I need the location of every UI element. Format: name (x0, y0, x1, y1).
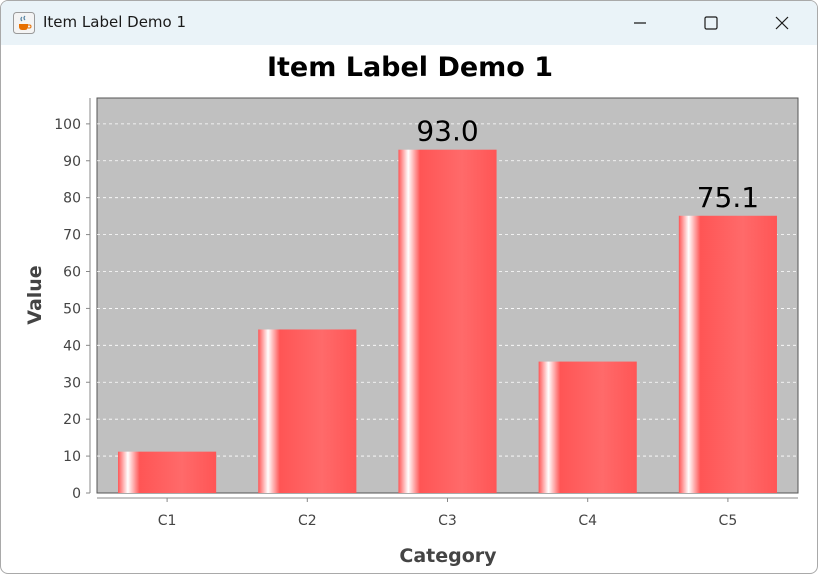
item-label-c5: 75.1 (697, 181, 759, 214)
x-tick-label: C1 (158, 513, 177, 529)
y-tick-label: 50 (63, 301, 81, 317)
y-tick-label: 0 (72, 486, 81, 502)
x-tick-label: C5 (719, 513, 738, 529)
y-tick-label: 20 (63, 412, 81, 428)
minimize-icon (634, 22, 646, 24)
bar-c3 (398, 149, 497, 493)
y-tick-label: 60 (63, 265, 81, 281)
x-tick-label: C4 (578, 513, 597, 529)
y-tick-label: 70 (63, 228, 81, 244)
window-title: Item Label Demo 1 (43, 13, 187, 31)
bar-c4 (538, 361, 637, 493)
y-tick-label: 80 (63, 191, 81, 207)
bar-chart: Item Label Demo 1 93.0 75.1 0 10 20 30 40 50 60… (24, 52, 799, 567)
title-bar[interactable]: Item Label Demo 1 (1, 1, 817, 45)
bar-c1 (118, 451, 217, 493)
item-label-c3: 93.0 (416, 115, 478, 148)
x-tick-label: C2 (298, 513, 317, 529)
minimize-button[interactable] (617, 1, 663, 45)
y-tick-label: 40 (63, 338, 81, 354)
maximize-button[interactable] (688, 1, 734, 45)
close-button[interactable] (759, 1, 805, 45)
bar-c2 (258, 329, 357, 493)
y-tick-label: 10 (63, 449, 81, 465)
y-tick-label: 100 (54, 117, 81, 133)
x-axis-label: Category (399, 545, 497, 567)
y-axis-label: Value (24, 265, 46, 324)
chart-panel: Item Label Demo 1 93.0 75.1 0 10 20 30 40 50 60… (1, 45, 817, 573)
chart-title: Item Label Demo 1 (267, 52, 553, 83)
close-icon (775, 16, 789, 30)
maximize-icon (704, 16, 718, 30)
bar-c5 (678, 215, 777, 493)
x-tick-label: C3 (438, 513, 457, 529)
y-tick-label: 30 (63, 375, 81, 391)
java-coffee-icon (13, 12, 35, 34)
y-tick-label: 90 (63, 154, 81, 170)
